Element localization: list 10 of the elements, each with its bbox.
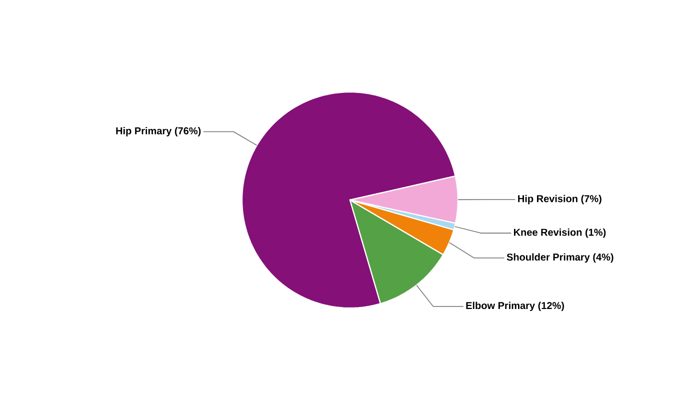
slice-label: Hip Primary bbox=[116, 127, 172, 136]
data-label: (4%) bbox=[593, 253, 614, 263]
data-label: (1%) bbox=[586, 228, 606, 238]
slice-label: Shoulder Primary bbox=[506, 253, 590, 263]
slice-label: Hip Revision bbox=[518, 194, 578, 204]
data-label: (12%) bbox=[538, 302, 564, 312]
data-label: (7%) bbox=[581, 194, 602, 204]
slice-label: Elbow Primary bbox=[466, 302, 535, 312]
slice-label: Knee Revision bbox=[514, 228, 582, 236]
data-label: (76%) bbox=[174, 127, 201, 136]
